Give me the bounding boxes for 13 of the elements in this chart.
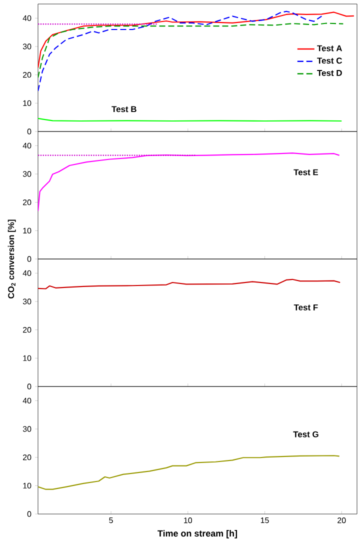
y-axis-title: CO$_{2}$ conversion [%] [8,220,16,298]
line-series [38,12,354,68]
legend-label: Test C [317,58,342,64]
line-series [38,278,341,290]
x-axis-title: Time on stream [h] [158,530,238,538]
legend-label: Test A [317,45,342,52]
annotation: Test F [294,304,318,310]
legend-label: Test D [317,70,342,76]
line-series [38,152,340,212]
annotation: Test G [293,431,318,438]
line-series [38,455,340,490]
annotation: Test B [112,106,136,112]
annotation: Test E [294,169,318,176]
